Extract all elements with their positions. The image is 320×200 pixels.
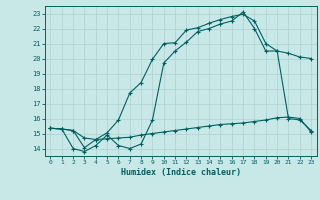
X-axis label: Humidex (Indice chaleur): Humidex (Indice chaleur) (121, 168, 241, 177)
